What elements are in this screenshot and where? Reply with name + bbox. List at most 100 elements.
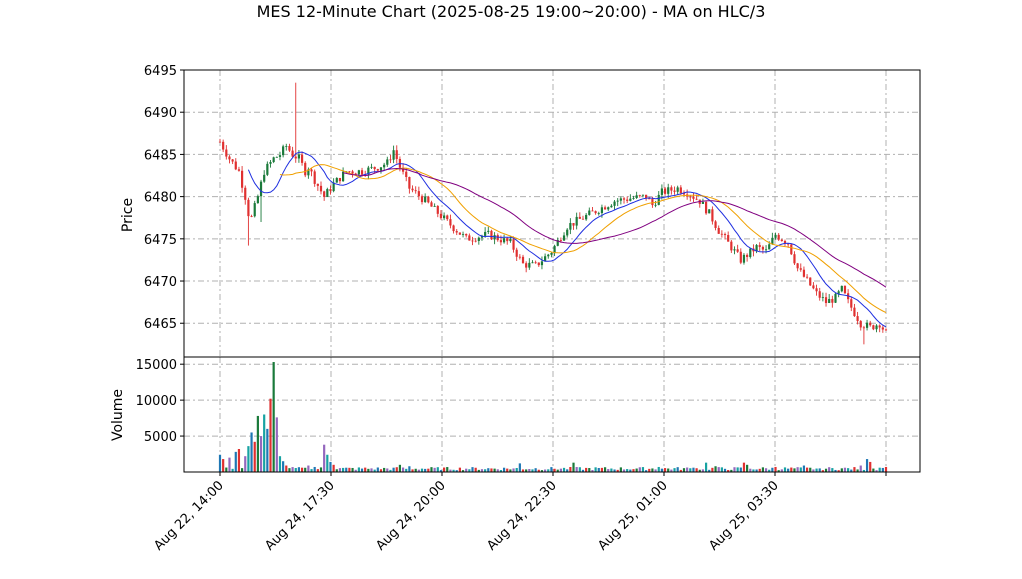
candle-body <box>487 230 490 232</box>
volume-bar <box>635 468 638 472</box>
candle-body <box>610 205 613 208</box>
candle-body <box>326 189 329 197</box>
volume-bar <box>386 468 389 472</box>
candle-body <box>531 262 534 264</box>
volume-bar <box>730 469 733 472</box>
candle-body <box>250 216 253 217</box>
candle-body <box>247 199 250 217</box>
volume-bar <box>869 461 872 472</box>
chart-title: MES 12-Minute Chart (2025-08-25 19:00~20… <box>257 2 766 21</box>
volume-bar <box>682 468 686 472</box>
volume-bar <box>278 456 282 472</box>
candle-body <box>278 155 282 157</box>
volume-bar <box>376 467 379 472</box>
volume-bar <box>679 469 682 472</box>
volume-bar <box>796 467 799 472</box>
candle-body <box>392 150 395 160</box>
candle-body <box>512 239 515 250</box>
volume-bar <box>383 467 386 472</box>
candle-body <box>253 203 256 217</box>
candle-body <box>569 223 572 230</box>
volume-bar <box>720 467 723 472</box>
volume-bar <box>401 467 405 472</box>
volume-bar <box>673 468 676 472</box>
volume-bar <box>862 469 866 472</box>
volume-bar <box>824 468 828 472</box>
candle-body <box>790 244 793 255</box>
volume-bar <box>562 467 566 472</box>
volume-bar <box>809 467 812 472</box>
candle-body <box>449 219 452 226</box>
volume-axis-label: Volume <box>110 389 126 441</box>
volume-bar <box>272 362 275 472</box>
volume-bar <box>676 467 679 472</box>
volume-bar <box>499 470 503 472</box>
volume-bar <box>774 466 777 472</box>
ma-lines <box>247 151 887 328</box>
price-tick-label: 6475 <box>144 233 177 248</box>
volume-bar <box>755 469 758 472</box>
volume-bar <box>837 470 840 472</box>
candle-body <box>875 325 878 330</box>
volume-bar <box>455 470 458 472</box>
candle-body <box>471 240 474 242</box>
volume-bar <box>783 467 787 472</box>
volume-bar <box>752 469 755 472</box>
volume-bar <box>881 467 884 472</box>
volume-bar <box>850 469 853 472</box>
volume-bar <box>840 468 843 472</box>
candle-body <box>588 210 591 215</box>
candle-body <box>648 198 651 200</box>
volume-bar <box>465 468 468 472</box>
volume-bar <box>603 467 607 472</box>
candle-body <box>742 254 746 263</box>
candle-body <box>443 215 446 219</box>
volume-bar <box>619 467 622 472</box>
volume-bar <box>335 469 338 472</box>
candle-body <box>534 262 537 264</box>
candle-body <box>764 249 768 251</box>
volume-bar <box>528 468 531 472</box>
price-grid <box>184 70 920 357</box>
volume-bar <box>686 467 689 472</box>
volume-bar <box>364 467 367 472</box>
candle-body <box>859 321 862 328</box>
volume-bar <box>373 469 376 472</box>
candle-body <box>761 246 764 250</box>
volume-bar <box>723 468 727 472</box>
candle-body <box>717 227 720 234</box>
candle-body <box>291 150 294 157</box>
candle-body <box>834 293 837 303</box>
volume-bar <box>768 469 771 472</box>
volume-bar <box>326 454 329 472</box>
candle-body <box>793 254 796 264</box>
candle-body <box>515 249 518 257</box>
candle-body <box>256 196 259 204</box>
volume-bar <box>493 468 496 472</box>
candle-body <box>780 239 783 241</box>
volume-bar <box>695 468 698 472</box>
volume-bar <box>585 467 588 472</box>
volume-bar <box>572 462 575 472</box>
volume-bar <box>323 444 326 472</box>
candle-body <box>547 254 550 257</box>
candle-body <box>622 198 626 200</box>
candle-body <box>414 190 417 192</box>
x-tick-label: Aug 24, 17:30 <box>262 478 338 554</box>
candle-body <box>452 225 455 232</box>
volume-bar <box>446 467 449 472</box>
volume-bar <box>714 466 717 472</box>
candle-body <box>310 169 313 172</box>
ma-mid-line <box>279 164 887 314</box>
candle-body <box>544 256 547 262</box>
candle-body <box>695 198 698 200</box>
candle-body <box>850 299 853 308</box>
volume-bar <box>764 468 768 472</box>
candle-body <box>386 159 389 165</box>
candle-body <box>439 213 443 219</box>
volume-bar <box>468 469 471 472</box>
price-tick-label: 6480 <box>144 191 177 206</box>
candle-body <box>360 170 364 175</box>
candle-body <box>840 285 843 292</box>
